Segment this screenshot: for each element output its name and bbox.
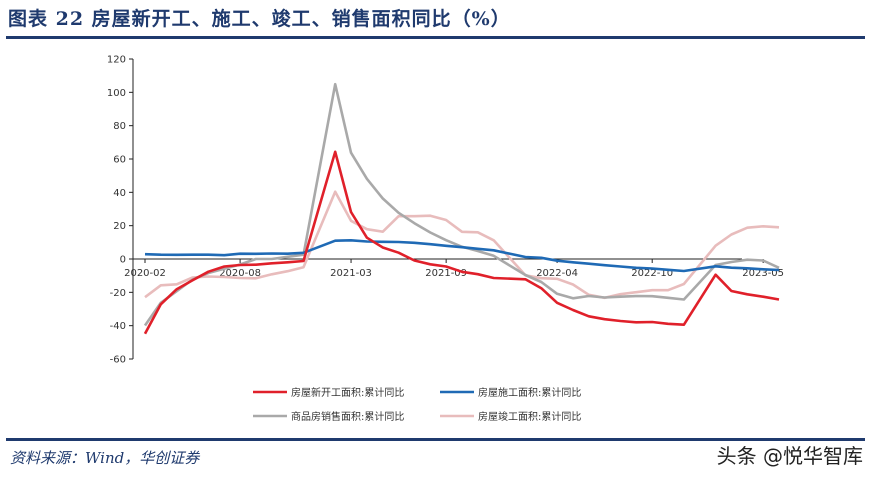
y-tick-label: 100 bbox=[107, 88, 126, 99]
legend-label: 商品房销售面积:累计同比 bbox=[291, 410, 404, 423]
y-tick-label: 120 bbox=[107, 55, 126, 66]
x-tick-label: 2022-10 bbox=[631, 268, 673, 279]
x-tick-label: 2021-09 bbox=[425, 268, 467, 279]
series-line bbox=[144, 190, 780, 300]
series-line bbox=[143, 150, 780, 335]
x-tick-label: 2020-02 bbox=[124, 268, 166, 279]
x-tick-label: 2022-04 bbox=[536, 268, 578, 279]
page-title: 图表 22 房屋新开工、施工、竣工、销售面积同比（%） bbox=[8, 8, 511, 30]
series-line bbox=[144, 239, 780, 273]
legend-label: 房屋新开工面积:累计同比 bbox=[291, 386, 404, 399]
x-axis: 2020-02 2020-08 2021-03 2021-09 2022-04 2022-… bbox=[124, 258, 784, 279]
y-tick-label: 20 bbox=[113, 221, 126, 232]
y-tick-label: -40 bbox=[110, 321, 126, 332]
y-axis: -60 -40 -20 0 20 40 60 80 100 120 bbox=[107, 55, 134, 366]
y-tick-label: 40 bbox=[113, 188, 126, 199]
title-divider bbox=[6, 36, 865, 39]
series-line bbox=[143, 82, 780, 327]
x-tick-label: 2021-03 bbox=[330, 268, 372, 279]
y-tick-label: 0 bbox=[120, 255, 126, 266]
chart-series bbox=[143, 82, 780, 335]
footer-divider bbox=[6, 438, 865, 441]
legend-label: 房屋竣工面积:累计同比 bbox=[478, 410, 581, 423]
y-tick-label: 60 bbox=[113, 155, 126, 166]
legend-label: 房屋施工面积:累计同比 bbox=[478, 386, 581, 399]
source-note: 资料来源：Wind，华创证券 bbox=[10, 449, 200, 467]
x-tick-label: 2020-08 bbox=[219, 268, 261, 279]
y-tick-label: 80 bbox=[113, 121, 126, 132]
x-tick-label: 2023-05 bbox=[742, 268, 784, 279]
y-tick-label: -20 bbox=[110, 288, 126, 299]
watermark: 头条 @悦华智库 bbox=[716, 444, 863, 468]
y-tick-label: -60 bbox=[110, 355, 126, 366]
